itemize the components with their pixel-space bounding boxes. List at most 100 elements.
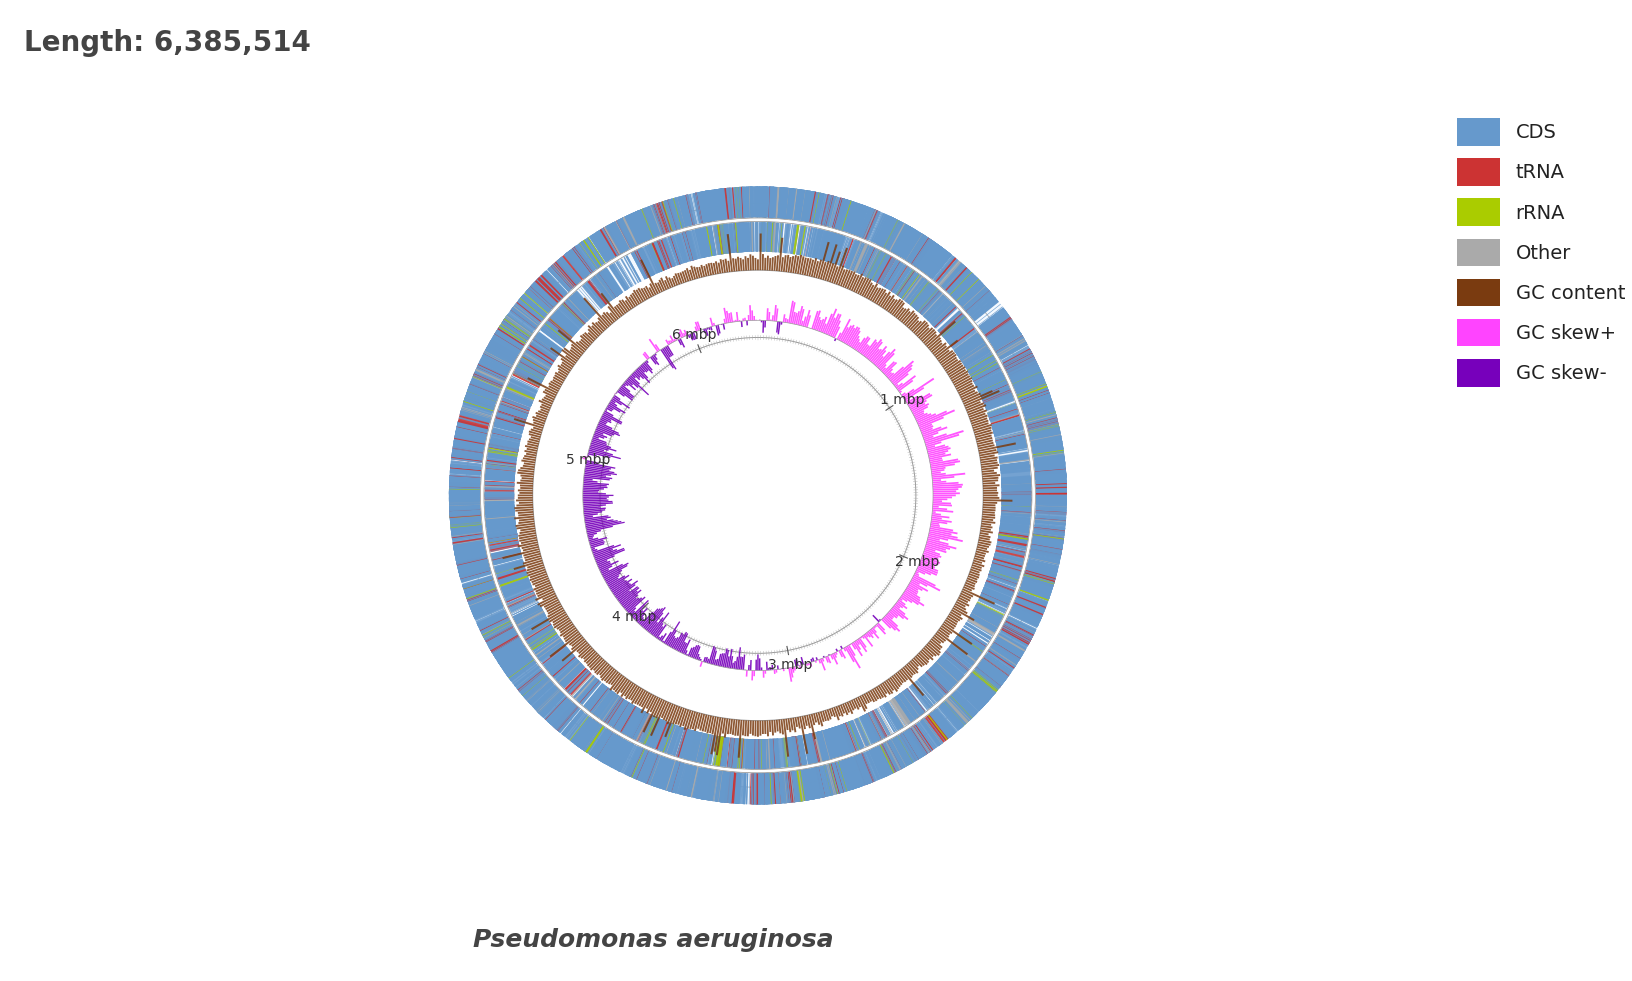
Polygon shape <box>625 256 640 282</box>
Polygon shape <box>999 523 1028 532</box>
Polygon shape <box>785 719 788 730</box>
Polygon shape <box>449 511 480 515</box>
Polygon shape <box>955 635 982 656</box>
Polygon shape <box>527 378 557 394</box>
Polygon shape <box>506 592 534 605</box>
Polygon shape <box>919 244 940 271</box>
Polygon shape <box>512 306 539 326</box>
Polygon shape <box>775 255 778 271</box>
Polygon shape <box>901 594 912 603</box>
Polygon shape <box>630 610 635 616</box>
Polygon shape <box>511 600 539 614</box>
Polygon shape <box>522 295 547 316</box>
Polygon shape <box>632 749 646 779</box>
Polygon shape <box>454 439 485 447</box>
Polygon shape <box>857 336 868 352</box>
Polygon shape <box>834 198 847 230</box>
Polygon shape <box>465 586 496 600</box>
Polygon shape <box>938 627 950 636</box>
Polygon shape <box>527 626 552 643</box>
Polygon shape <box>922 246 943 273</box>
Polygon shape <box>925 297 947 320</box>
Polygon shape <box>583 683 604 707</box>
Polygon shape <box>561 710 583 736</box>
Polygon shape <box>473 371 503 387</box>
Polygon shape <box>922 293 947 319</box>
Polygon shape <box>1007 617 1035 631</box>
Polygon shape <box>989 571 1017 581</box>
Polygon shape <box>885 221 904 251</box>
Polygon shape <box>916 241 935 268</box>
Polygon shape <box>950 640 978 664</box>
Polygon shape <box>604 697 622 722</box>
Polygon shape <box>684 330 687 336</box>
Polygon shape <box>960 344 986 363</box>
Polygon shape <box>579 722 597 749</box>
Polygon shape <box>922 718 943 745</box>
Polygon shape <box>989 410 1017 420</box>
Polygon shape <box>792 188 796 220</box>
Polygon shape <box>664 200 677 231</box>
Polygon shape <box>792 312 795 324</box>
Polygon shape <box>488 632 517 649</box>
Polygon shape <box>806 191 814 222</box>
Polygon shape <box>832 726 845 755</box>
Polygon shape <box>682 709 689 726</box>
Polygon shape <box>805 228 811 256</box>
Polygon shape <box>527 284 555 311</box>
Polygon shape <box>809 768 819 799</box>
Polygon shape <box>738 739 741 768</box>
Polygon shape <box>930 472 940 474</box>
Polygon shape <box>805 734 813 763</box>
Polygon shape <box>667 340 671 344</box>
Polygon shape <box>527 680 552 702</box>
Polygon shape <box>862 715 876 743</box>
Polygon shape <box>712 770 720 801</box>
Polygon shape <box>571 717 592 745</box>
Polygon shape <box>911 725 932 753</box>
Polygon shape <box>726 223 746 253</box>
Polygon shape <box>480 616 508 631</box>
Polygon shape <box>1031 448 1062 454</box>
Polygon shape <box>858 247 871 274</box>
Polygon shape <box>539 332 563 350</box>
Polygon shape <box>754 222 757 252</box>
Polygon shape <box>992 562 1020 571</box>
Polygon shape <box>578 240 601 269</box>
Polygon shape <box>852 756 863 786</box>
Polygon shape <box>821 766 829 797</box>
Polygon shape <box>1000 630 1028 646</box>
Polygon shape <box>1027 565 1056 575</box>
Polygon shape <box>875 351 889 367</box>
Polygon shape <box>450 466 481 472</box>
Polygon shape <box>772 773 777 804</box>
Polygon shape <box>770 186 774 218</box>
Polygon shape <box>912 410 924 417</box>
Polygon shape <box>576 290 596 313</box>
Polygon shape <box>459 566 490 579</box>
Polygon shape <box>715 659 718 666</box>
Polygon shape <box>989 411 1017 420</box>
Polygon shape <box>885 742 902 770</box>
Polygon shape <box>943 621 955 630</box>
Polygon shape <box>958 687 982 709</box>
Polygon shape <box>506 656 532 676</box>
Polygon shape <box>452 449 483 458</box>
Polygon shape <box>891 608 904 619</box>
Polygon shape <box>676 728 690 758</box>
Polygon shape <box>958 385 974 394</box>
Polygon shape <box>770 720 774 736</box>
Polygon shape <box>1033 536 1062 541</box>
Polygon shape <box>646 696 656 713</box>
Polygon shape <box>452 541 483 547</box>
Polygon shape <box>597 273 615 297</box>
Polygon shape <box>953 605 968 614</box>
Polygon shape <box>553 704 579 733</box>
Polygon shape <box>633 610 643 620</box>
Polygon shape <box>470 383 499 394</box>
Polygon shape <box>566 713 586 738</box>
Polygon shape <box>1035 518 1066 523</box>
Polygon shape <box>845 240 863 271</box>
Polygon shape <box>620 745 635 773</box>
Polygon shape <box>827 196 837 227</box>
